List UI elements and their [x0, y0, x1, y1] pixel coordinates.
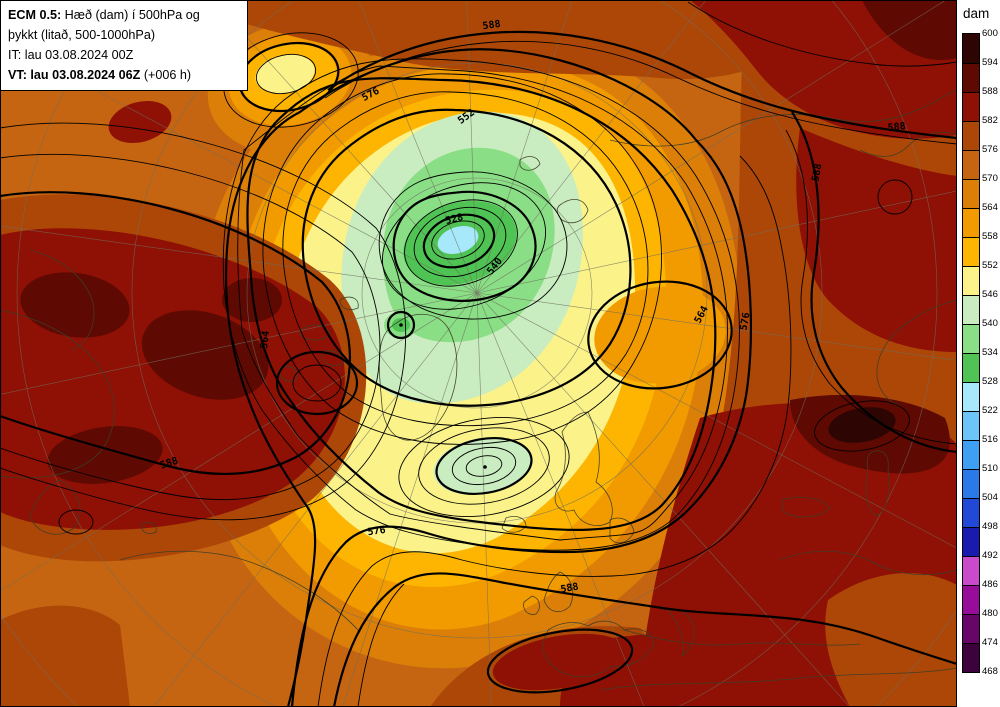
thickness-fill-layer	[0, 0, 957, 707]
colorbar-tick: 558	[982, 231, 998, 242]
colorbar-band	[963, 643, 979, 672]
colorbar-tick: 582	[982, 115, 998, 126]
low-center-dot	[483, 465, 487, 469]
colorbar-band	[963, 63, 979, 92]
contour-label-588: 588	[811, 163, 825, 183]
contours-thin	[0, 1, 957, 707]
colorbar-band	[963, 498, 979, 527]
colorbar-tick: 486	[982, 579, 998, 590]
colorbar-band	[963, 469, 979, 498]
colorbar-tick: 504	[982, 492, 998, 503]
colorbar-tick: 576	[982, 144, 998, 155]
colorbar-band	[963, 324, 979, 353]
colorbar-band	[963, 585, 979, 614]
colorbar-band	[963, 237, 979, 266]
colorbar-tick: 498	[982, 521, 998, 532]
init-time: IT: lau 03.08.2024 00Z	[8, 48, 134, 62]
colorbar-tick: 570	[982, 173, 998, 184]
contour-label-576: 576	[739, 312, 753, 332]
colorbar-band	[963, 440, 979, 469]
contour-label-588: 588	[159, 456, 180, 472]
valid-time: VT: lau 03.08.2024 06Z (+006 h)	[8, 68, 192, 82]
colorbar-tick: 474	[982, 637, 998, 648]
contour-label-528: 528	[444, 212, 464, 227]
colorbar-band	[963, 556, 979, 585]
colorbar-tick: 588	[982, 86, 998, 97]
colorbar-band	[963, 614, 979, 643]
contour-label-588: 588	[887, 121, 906, 134]
colorbar-band	[963, 411, 979, 440]
weather-map: 528 540 552 564 564 576 576 576 588 588 588 588 588	[0, 0, 957, 707]
low-center-dot	[399, 323, 403, 327]
colorbar-band	[963, 527, 979, 556]
colorbar-band	[963, 382, 979, 411]
colorbar-band	[963, 121, 979, 150]
colorbar-tick: 594	[982, 57, 998, 68]
colorbar-band	[963, 92, 979, 121]
colorbar-tick: 528	[982, 376, 998, 387]
title-line-2: þykkt (litað, 500-1000hPa)	[8, 28, 156, 42]
colorbar-tick: 510	[982, 463, 998, 474]
contour-label-588: 588	[560, 582, 580, 596]
model-name: ECM 0.5:	[8, 8, 62, 22]
colorbar	[962, 33, 980, 673]
low-center-markers	[399, 323, 487, 469]
title-box: ECM 0.5: Hæð (dam) í 500hPa og þykkt (li…	[0, 0, 248, 91]
colorbar-tick: 516	[982, 434, 998, 445]
colorbar-band	[963, 179, 979, 208]
colorbar-band	[963, 295, 979, 324]
colorbar-band	[963, 150, 979, 179]
colorbar-tick: 468	[982, 666, 998, 677]
colorbar-tick: 534	[982, 347, 998, 358]
colorbar-tick: 564	[982, 202, 998, 213]
colorbar-title: dam	[963, 6, 990, 21]
colorbar-tick: 540	[982, 318, 998, 329]
colorbar-tick: 480	[982, 608, 998, 619]
colorbar-tick: 522	[982, 405, 998, 416]
colorbar-tick: 546	[982, 289, 998, 300]
colorbar-band	[963, 208, 979, 237]
colorbar-tick: 552	[982, 260, 998, 271]
contour-label-588: 588	[482, 19, 501, 32]
colorbar-tick: 492	[982, 550, 998, 561]
title-line-1: ECM 0.5: Hæð (dam) í 500hPa og	[8, 8, 200, 22]
contour-label-564: 564	[259, 330, 272, 349]
contour-label-576: 576	[367, 525, 386, 538]
graticule	[0, 0, 957, 707]
colorbar-band	[963, 266, 979, 295]
contours-thick	[0, 30, 957, 707]
colorbar-tick: 600	[982, 28, 998, 39]
colorbar-band	[963, 34, 979, 63]
colorbar-band	[963, 353, 979, 382]
